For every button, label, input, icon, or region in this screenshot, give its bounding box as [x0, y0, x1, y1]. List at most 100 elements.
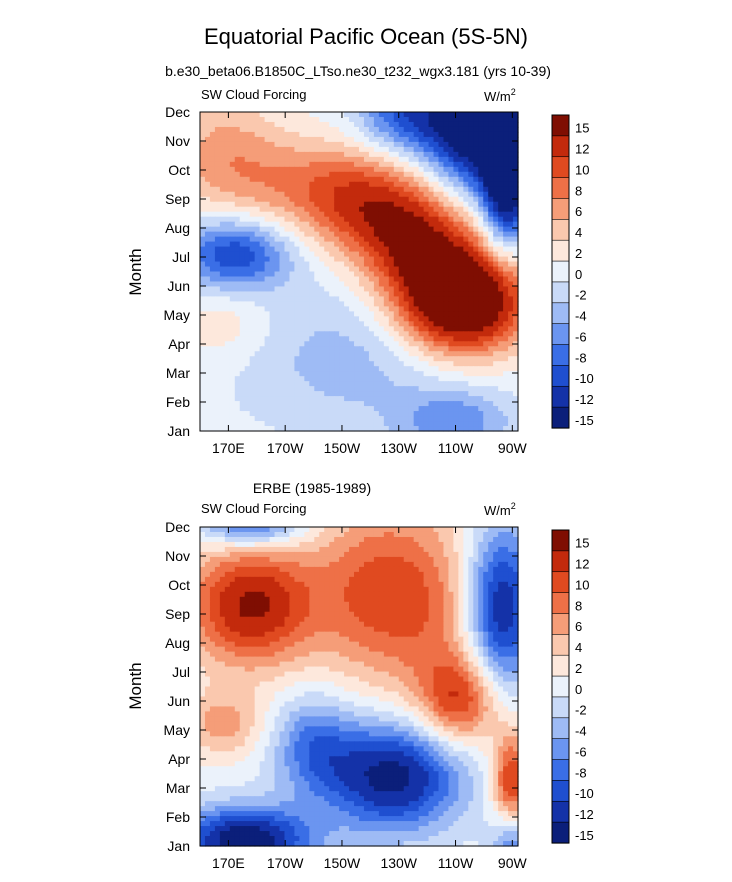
contour-cell — [448, 551, 455, 558]
contour-cell — [344, 251, 350, 258]
contour-cell — [359, 141, 365, 148]
contour-cell — [423, 576, 430, 583]
contour-cell — [279, 126, 286, 133]
contour-cell — [448, 351, 455, 357]
contour-cell — [458, 221, 464, 228]
contour-cell — [294, 186, 300, 193]
contour-cell — [269, 366, 276, 372]
contour-cell — [264, 171, 271, 178]
contour-cell — [324, 326, 330, 332]
contour-cell — [314, 536, 320, 543]
contour-cell — [513, 541, 519, 548]
contour-cell — [458, 527, 464, 533]
contour-cell — [448, 141, 455, 148]
contour-cell — [428, 211, 435, 218]
contour-cell — [299, 241, 305, 248]
contour-cell — [219, 311, 226, 317]
contour-cell — [219, 336, 226, 342]
contour-cell — [388, 276, 395, 283]
contour-cell — [438, 381, 445, 387]
contour-cell — [259, 136, 266, 143]
contour-cell — [448, 286, 455, 293]
contour-cell — [398, 556, 405, 563]
contour-cell — [473, 527, 479, 533]
contour-cell — [368, 271, 375, 278]
contour-cell — [508, 391, 514, 397]
contour-cell — [363, 416, 370, 422]
contour-cell — [234, 306, 241, 312]
contour-cell — [254, 421, 261, 427]
contour-cell — [224, 206, 231, 213]
contour-cell — [314, 321, 320, 327]
contour-cell — [448, 256, 455, 263]
contour-cell — [254, 336, 261, 342]
contour-cell — [463, 166, 469, 173]
contour-cell — [413, 166, 420, 173]
contour-cell — [294, 421, 300, 427]
contour-cell — [378, 141, 385, 148]
contour-cell — [438, 546, 445, 553]
contour-cell — [279, 226, 286, 233]
contour-cell — [299, 356, 305, 362]
contour-cell — [294, 361, 300, 367]
contour-cell — [299, 406, 305, 412]
contour-cell — [453, 281, 459, 288]
contour-cell — [503, 366, 509, 372]
contour-cell — [458, 191, 464, 198]
contour-cell — [279, 381, 286, 387]
contour-cell — [314, 571, 320, 578]
contour-cell — [279, 566, 286, 573]
contour-cell — [393, 356, 400, 362]
contour-cell — [319, 556, 325, 563]
contour-cell — [488, 166, 494, 173]
contour-cell — [483, 391, 489, 397]
contour-cell — [478, 136, 484, 143]
contour-cell — [269, 527, 276, 533]
contour-cell — [284, 201, 291, 208]
contour-cell — [309, 336, 315, 342]
contour-cell — [259, 361, 266, 367]
contour-cell — [254, 241, 261, 248]
contour-cell — [388, 171, 395, 178]
contour-cell — [363, 541, 370, 548]
contour-cell — [294, 551, 300, 558]
contour-cell — [224, 356, 231, 362]
contour-cell — [443, 206, 450, 213]
contour-cell — [513, 291, 519, 298]
contour-cell — [204, 181, 211, 188]
contour-cell — [408, 236, 415, 243]
contour-cell — [334, 136, 340, 143]
contour-cell — [284, 121, 291, 128]
contour-cell — [314, 281, 320, 288]
contour-cell — [334, 411, 340, 417]
contour-cell — [373, 146, 380, 153]
contour-cell — [368, 421, 375, 427]
contour-cell — [309, 416, 315, 422]
contour-cell — [264, 401, 271, 407]
contour-cell — [398, 316, 405, 322]
contour-cell — [463, 351, 469, 357]
contour-cell — [279, 266, 286, 273]
contour-cell — [393, 381, 400, 387]
contour-cell — [383, 196, 390, 203]
contour-cell — [309, 551, 315, 558]
contour-cell — [448, 391, 455, 397]
contour-cell — [359, 216, 365, 223]
contour-cell — [388, 296, 395, 302]
contour-cell — [413, 321, 420, 327]
contour-cell — [393, 251, 400, 258]
contour-cell — [443, 406, 450, 412]
contour-cell — [319, 116, 325, 123]
contour-cell — [478, 366, 484, 372]
contour-cell — [269, 112, 276, 118]
contour-cell — [508, 241, 514, 248]
contour-cell — [388, 261, 395, 268]
contour-cell — [349, 181, 355, 188]
contour-cell — [349, 336, 355, 342]
contour-cell — [408, 421, 415, 427]
contour-cell — [259, 426, 266, 432]
contour-cell — [234, 271, 241, 278]
contour-cell — [214, 161, 221, 168]
panel-top-units: W/m2 — [484, 87, 516, 104]
contour-cell — [324, 336, 330, 342]
